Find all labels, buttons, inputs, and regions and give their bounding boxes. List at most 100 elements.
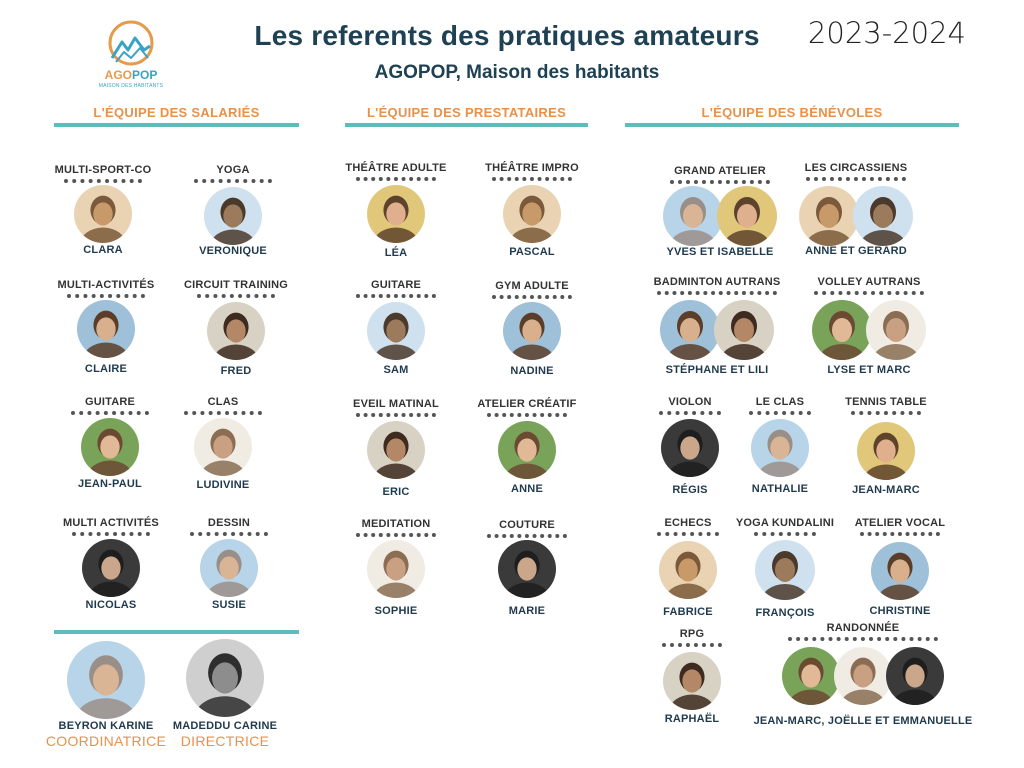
- portrait-photo: [853, 186, 913, 246]
- portrait-photo: [781, 647, 840, 705]
- mountain-logo-icon: [108, 20, 154, 66]
- activity-label: DESSIN: [207, 517, 251, 529]
- person-silhouette-icon: [866, 300, 926, 360]
- activity-label: MULTI ACTIVITÉS: [63, 517, 159, 529]
- activity-label: BADMINTON AUTRANS: [653, 276, 781, 288]
- person-silhouette-icon: [812, 300, 872, 360]
- portrait-photo: [367, 421, 425, 479]
- person-silhouette-icon: [498, 540, 556, 598]
- dotted-underline: [356, 294, 436, 298]
- person-role: COORDINATRICE: [45, 733, 167, 749]
- person-name: CHRISTINE: [869, 605, 931, 617]
- person-name: LÉA: [384, 247, 408, 259]
- activity-label: ATELIER VOCAL: [854, 517, 946, 529]
- page-subtitle: AGOPOP, Maison des habitants: [374, 62, 660, 83]
- portrait-photo: [871, 542, 929, 600]
- person-name: NICOLAS: [85, 599, 137, 611]
- portrait-photo: [834, 647, 892, 705]
- person-name: JEAN-PAUL: [78, 478, 142, 490]
- person-silhouette-icon: [200, 539, 258, 597]
- person-name: RÉGIS: [672, 484, 708, 496]
- person-silhouette-icon: [367, 421, 425, 479]
- person-silhouette-icon: [659, 541, 717, 599]
- activity-label: GRAND ATELIER: [674, 165, 766, 177]
- season-year: 2023-2024: [807, 16, 966, 50]
- person-silhouette-icon: [886, 647, 945, 705]
- person-name: ANNE: [511, 483, 543, 495]
- activity-label: VOLLEY AUTRANS: [817, 276, 921, 288]
- portrait-photo: [799, 186, 859, 246]
- activity-label: THÉÂTRE IMPRO: [485, 162, 579, 174]
- portrait-photo: [74, 185, 132, 243]
- section-divider-benevoles: [625, 123, 959, 127]
- person-silhouette-icon: [186, 639, 264, 717]
- person-silhouette-icon: [853, 186, 913, 246]
- activity-label: GUITARE: [370, 279, 422, 291]
- activity-label: GYM ADULTE: [495, 280, 569, 292]
- dotted-underline: [670, 180, 770, 184]
- dotted-underline: [814, 291, 924, 295]
- person-name: FRANÇOIS: [755, 607, 815, 619]
- dotted-underline: [487, 534, 567, 538]
- person-silhouette-icon: [498, 421, 556, 479]
- portrait-photo: [714, 300, 774, 360]
- portrait-photo: [498, 421, 556, 479]
- dotted-underline: [492, 177, 572, 181]
- activity-label: CIRCUIT TRAINING: [183, 279, 289, 291]
- person-silhouette-icon: [204, 187, 262, 245]
- dotted-underline: [851, 411, 921, 415]
- section-title-salaries: L'ÉQUIPE DES SALARIÉS: [93, 105, 260, 120]
- activity-label: RANDONNÉE: [826, 622, 900, 634]
- portrait-photo: [663, 186, 723, 246]
- activity-label: MEDITATION: [361, 518, 431, 530]
- section-title-benevoles: L'ÉQUIPE DES BÉNÉVOLES: [701, 105, 883, 120]
- person-name: MADEDDU CARINE: [172, 720, 278, 732]
- dotted-underline: [657, 291, 777, 295]
- person-silhouette-icon: [834, 647, 892, 705]
- activity-label: YOGA: [216, 164, 250, 176]
- section-title-prestataires: L'ÉQUIPE DES PRESTATAIRES: [366, 105, 567, 120]
- activity-label: MULTI-ACTIVITÉS: [57, 279, 155, 291]
- activity-label: MULTI-SPORT-CO: [54, 164, 152, 176]
- dotted-underline: [356, 177, 436, 181]
- portrait-photo: [751, 419, 809, 477]
- portrait-photo: [204, 187, 262, 245]
- person-silhouette-icon: [751, 419, 809, 477]
- activity-label: CLAS: [207, 396, 239, 408]
- page-title: Les referents des pratiques amateurs: [254, 20, 760, 51]
- person-silhouette-icon: [207, 302, 265, 360]
- person-name: BEYRON KARINE: [58, 720, 154, 732]
- person-role: DIRECTRICE: [180, 733, 270, 749]
- dotted-underline: [749, 411, 811, 415]
- person-name: FABRICE: [663, 606, 713, 618]
- person-name: FRED: [220, 365, 252, 377]
- portrait-photo: [207, 302, 265, 360]
- dotted-underline: [184, 411, 262, 415]
- portrait-photo: [660, 300, 720, 360]
- portrait-photo: [367, 540, 425, 598]
- portrait-photo: [812, 300, 872, 360]
- dotted-underline: [67, 294, 145, 298]
- portrait-photo: [663, 652, 721, 710]
- portrait-photo: [186, 639, 264, 717]
- dotted-underline: [860, 532, 940, 536]
- person-silhouette-icon: [781, 647, 840, 705]
- activity-label: COUTURE: [499, 519, 555, 531]
- dotted-underline: [662, 643, 722, 647]
- dotted-underline: [659, 411, 721, 415]
- person-name: SOPHIE: [374, 605, 418, 617]
- person-silhouette-icon: [82, 539, 140, 597]
- dotted-underline: [487, 413, 567, 417]
- activity-label: GUITARE: [84, 396, 136, 408]
- person-silhouette-icon: [67, 641, 145, 719]
- person-name: ANNE ET GERARD: [805, 245, 907, 257]
- activity-label: LE CLAS: [755, 396, 805, 408]
- portrait-photo: [661, 419, 719, 477]
- logo-subtitle: MAISON DES HABITANTS: [98, 83, 164, 89]
- person-silhouette-icon: [77, 300, 135, 358]
- dotted-underline: [71, 411, 149, 415]
- direction-divider: [54, 630, 299, 634]
- portrait-photo: [194, 418, 252, 476]
- person-name: RAPHAËL: [664, 713, 720, 725]
- dotted-underline: [657, 532, 719, 536]
